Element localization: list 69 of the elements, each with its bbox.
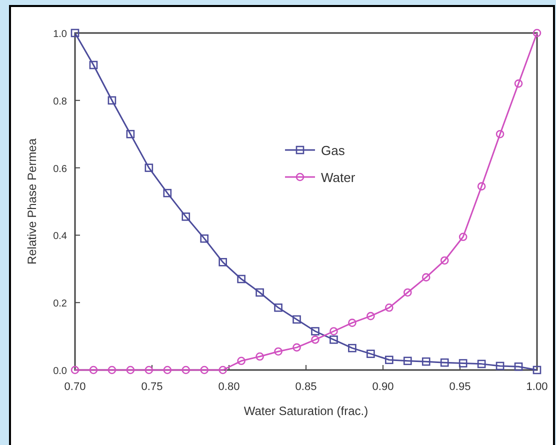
x-tick-label: 0.95 xyxy=(449,381,471,393)
point xyxy=(496,362,504,370)
point xyxy=(348,344,356,352)
point xyxy=(237,356,246,366)
point xyxy=(274,347,282,356)
point xyxy=(200,234,209,243)
x-tick-label: 0.70 xyxy=(64,381,86,393)
point xyxy=(532,366,542,374)
point xyxy=(163,188,172,198)
point xyxy=(274,304,282,312)
y-tick-label: 0.4 xyxy=(53,231,68,242)
x-axis-title: Water Saturation (frac.) xyxy=(244,404,368,418)
point xyxy=(126,366,135,374)
y-axis-title: Relative Phase Permea xyxy=(25,138,39,265)
point xyxy=(144,164,154,172)
x-tick-label: 0.90 xyxy=(372,381,394,393)
point xyxy=(348,318,356,327)
point xyxy=(366,350,375,358)
point xyxy=(440,256,449,265)
point xyxy=(292,343,301,352)
y-tick-label: 0.8 xyxy=(53,96,68,108)
x-tick-label: 0.80 xyxy=(218,381,240,393)
point xyxy=(200,366,209,374)
point xyxy=(422,357,430,366)
legend-label: Gas xyxy=(321,143,346,158)
point xyxy=(256,352,264,361)
point xyxy=(514,362,523,371)
point xyxy=(311,336,320,344)
y-tick-label: 0.0 xyxy=(53,366,68,377)
point xyxy=(108,96,116,105)
point xyxy=(182,212,190,221)
point xyxy=(126,130,135,138)
point xyxy=(70,28,80,38)
point xyxy=(311,327,320,336)
point xyxy=(458,359,468,368)
point xyxy=(403,288,412,297)
x-tick-label: 0.75 xyxy=(141,381,163,393)
point xyxy=(237,274,246,284)
y-tick-label: 0.6 xyxy=(53,164,68,175)
point xyxy=(330,327,338,336)
point xyxy=(458,232,468,242)
point xyxy=(292,315,301,324)
y-tick-label: 0.2 xyxy=(53,298,68,310)
point xyxy=(89,60,98,70)
point xyxy=(477,360,486,368)
point xyxy=(256,288,264,297)
point xyxy=(514,79,523,88)
x-tick-label: 1.00 xyxy=(526,381,548,393)
point xyxy=(385,356,394,364)
point xyxy=(108,366,116,374)
point xyxy=(403,356,412,366)
point xyxy=(89,366,98,374)
point xyxy=(532,28,542,38)
point xyxy=(218,366,227,374)
point xyxy=(70,366,80,374)
point xyxy=(163,366,172,374)
y-tick-label: 1.0 xyxy=(53,29,68,40)
point xyxy=(422,273,430,282)
point xyxy=(218,258,227,266)
legend-label: Water xyxy=(321,170,356,185)
point xyxy=(330,336,338,344)
point xyxy=(144,366,154,374)
point xyxy=(477,182,486,190)
point xyxy=(440,358,449,367)
point xyxy=(385,304,394,312)
point xyxy=(182,366,190,374)
point xyxy=(366,312,375,320)
x-tick-label: 0.85 xyxy=(295,381,317,393)
point xyxy=(496,130,504,138)
